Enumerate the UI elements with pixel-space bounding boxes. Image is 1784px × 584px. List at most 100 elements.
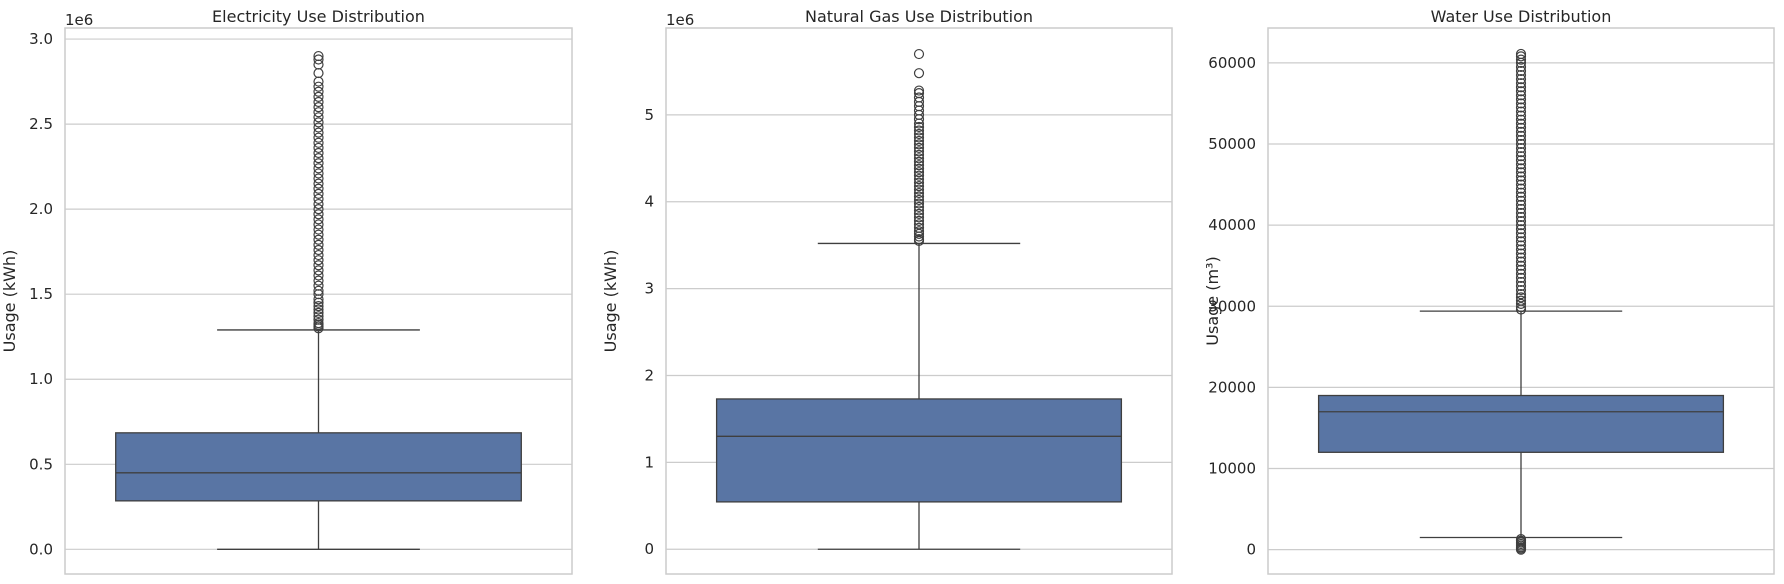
outlier-point	[913, 167, 925, 178]
axis-offset-label: 1e6	[666, 11, 694, 29]
outlier-point	[1515, 183, 1527, 194]
outlier-point	[1515, 54, 1527, 65]
y-tick-label: 1.0	[29, 370, 53, 388]
outlier-point	[1515, 301, 1527, 313]
outlier-point	[913, 184, 925, 195]
y-tick-label: 60000	[1208, 54, 1256, 72]
axis-offset-label: 1e6	[65, 11, 93, 29]
outlier-point	[913, 191, 925, 202]
outlier-point	[313, 178, 324, 189]
outlier-point	[1515, 98, 1527, 109]
outlier-point	[313, 96, 324, 108]
y-tick-label: 2.5	[29, 115, 53, 133]
y-tick-label: 4	[644, 193, 654, 211]
outlier-point	[1515, 155, 1527, 166]
outlier-point	[1515, 51, 1527, 62]
y-tick-label: 5	[644, 106, 654, 124]
outlier-point	[313, 91, 324, 102]
outlier-point	[1515, 118, 1527, 129]
outlier-point	[1515, 203, 1527, 215]
chart-panel-natural-gas: Natural Gas Use Distribution 1e6 Usage (…	[601, 7, 1173, 575]
outlier-point	[1515, 130, 1527, 142]
y-tick-label: 1	[644, 453, 654, 471]
outlier-point	[1515, 90, 1527, 101]
outlier-point	[313, 147, 324, 159]
outlier-point	[913, 121, 925, 133]
y-tick-label: 50000	[1208, 135, 1256, 153]
outlier-point	[1515, 110, 1527, 121]
outlier-point	[1515, 292, 1527, 303]
outlier-point	[1515, 142, 1527, 154]
outlier-point	[313, 107, 324, 118]
outlier-point	[1515, 228, 1527, 239]
outlier-point	[1515, 298, 1527, 309]
outlier-point	[313, 301, 324, 312]
y-tick-label: 3.0	[29, 30, 53, 48]
plot-frame	[1267, 27, 1775, 575]
outlier-point	[1515, 163, 1527, 174]
chart-title: Natural Gas Use Distribution	[805, 7, 1033, 26]
outlier-point	[913, 187, 925, 199]
outlier-point	[313, 307, 324, 319]
outlier-point	[913, 160, 925, 171]
outlier-point	[1515, 244, 1527, 255]
y-tick-label: 40000	[1208, 216, 1256, 234]
outlier-point	[913, 146, 925, 157]
outlier-point	[313, 173, 324, 184]
outlier-point	[1515, 94, 1527, 105]
outlier-point	[913, 181, 925, 192]
outlier-point	[1515, 215, 1527, 227]
outlier-point	[1515, 220, 1527, 231]
outlier-point	[913, 149, 925, 160]
outlier-point	[1515, 195, 1527, 206]
outlier-point	[913, 128, 925, 140]
outlier-point	[913, 142, 925, 153]
iqr-box	[1317, 394, 1725, 453]
outlier-point	[1515, 69, 1527, 81]
outlier-point	[313, 54, 324, 65]
outlier-point	[313, 142, 324, 154]
outlier-point	[913, 132, 925, 143]
outlier-point	[1515, 74, 1527, 85]
outlier-point	[1515, 256, 1527, 267]
outlier-point	[913, 205, 925, 216]
outlier-point	[313, 249, 324, 261]
outlier-point	[1515, 295, 1527, 306]
outlier-point	[913, 170, 925, 181]
outlier-point	[913, 215, 925, 226]
chart-panel-water: Water Use Distribution Usage (m³) 0 10000…	[1203, 7, 1775, 575]
outlier-point	[1515, 175, 1527, 186]
outlier-point	[1515, 61, 1527, 73]
outlier-point	[313, 112, 324, 123]
outlier-point	[313, 244, 324, 256]
y-axis-label: Usage (kWh)	[0, 250, 19, 353]
outlier-point	[1515, 78, 1527, 89]
outlier-point	[1515, 65, 1527, 77]
outlier-point	[1515, 147, 1527, 158]
outlier-point	[913, 48, 925, 60]
outlier-point	[1515, 276, 1527, 288]
outlier-point	[313, 168, 324, 179]
plot-area: 0 10000 20000 30000 40000 50000 60000	[1208, 27, 1775, 575]
outlier-point	[313, 265, 324, 276]
outlier-point	[1515, 252, 1527, 263]
outlier-point	[913, 153, 925, 164]
outlier-point	[913, 194, 925, 206]
outlier-point	[1515, 122, 1527, 133]
y-tick-label: 1.5	[29, 285, 53, 303]
outlier-point	[313, 255, 324, 266]
outlier-point	[1515, 191, 1527, 202]
outlier-point	[313, 117, 324, 128]
outlier-point	[313, 198, 324, 210]
outlier-point	[313, 311, 324, 322]
outlier-point	[313, 204, 324, 215]
y-tick-label: 2	[644, 366, 654, 384]
outlier-point	[313, 153, 324, 164]
y-tick-label: 0	[1246, 541, 1256, 559]
outlier-point	[1515, 179, 1527, 190]
outlier-point	[913, 156, 925, 167]
outlier-point	[1515, 199, 1527, 210]
outlier-point	[1515, 126, 1527, 137]
outlier-point	[1515, 187, 1527, 198]
outlier-point	[313, 280, 324, 291]
